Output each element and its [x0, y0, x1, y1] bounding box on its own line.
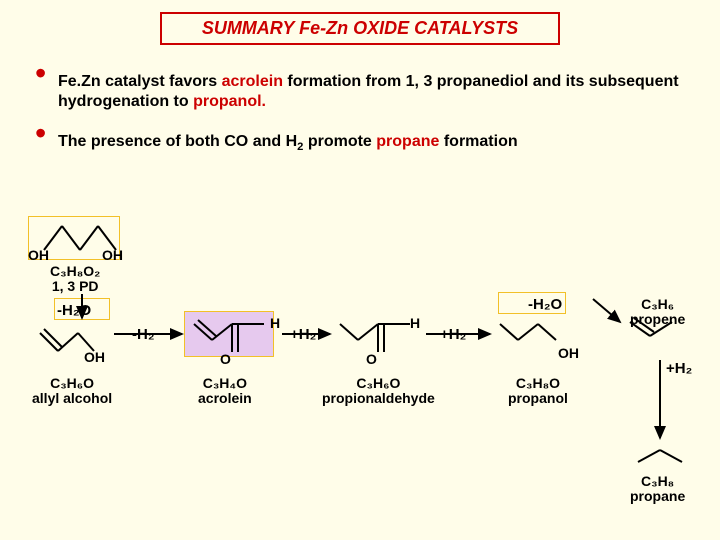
compound-diol: C₃H₈O₂1, 3 PD [50, 264, 100, 293]
compound-propene: C₃H₆propene [630, 297, 685, 326]
arrow-label-dehydr2: -H₂O [528, 296, 562, 313]
arrow-4 [593, 299, 620, 322]
reaction-arrows [0, 0, 720, 540]
compound-propane: C₃H₈propane [630, 474, 685, 503]
arrow-label-dehydr1: -H₂O [57, 302, 91, 319]
arrow-label-addH2a: +H₂ [290, 326, 316, 343]
compound-propanal: C₃H₆Opropionaldehyde [322, 376, 435, 405]
arrow-label-addH2c: +H₂ [666, 360, 692, 377]
compound-acrolein: C₃H₄Oacrolein [198, 376, 252, 405]
arrow-label-deH2: -H₂ [132, 326, 155, 343]
compound-propanol: C₃H₈Opropanol [508, 376, 568, 405]
arrow-label-addH2b: +H₂ [440, 326, 466, 343]
compound-allyl: C₃H₆Oallyl alcohol [32, 376, 112, 405]
